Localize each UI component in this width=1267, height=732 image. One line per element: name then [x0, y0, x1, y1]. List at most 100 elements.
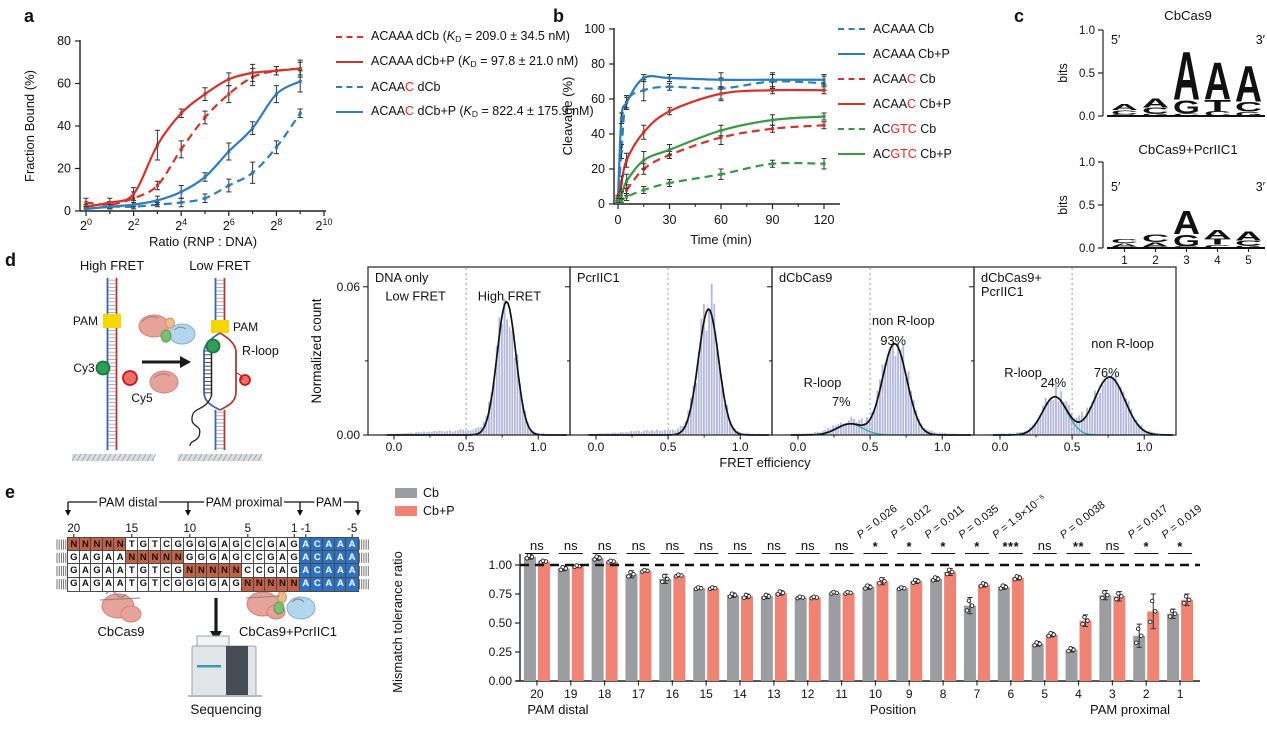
replicate-dot	[1149, 598, 1155, 604]
seq-cell: A	[334, 537, 347, 552]
surface-hatch	[121, 453, 127, 462]
legend-text-segment: = 97.8 ± 21.0 nM)	[476, 54, 579, 68]
hist-bar	[612, 432, 614, 435]
data-point	[667, 85, 672, 89]
seq-cell: N	[194, 563, 208, 579]
hist-bar	[526, 422, 529, 435]
data-point	[624, 195, 629, 199]
reaction-arrow-head	[180, 356, 191, 368]
panel-b-legend: ACAAA Cb ACAAA Cb+P ACAAC Cb ACAAC Cb+P ACGT…	[838, 16, 952, 166]
replicate-dot	[1114, 596, 1119, 602]
data-point	[719, 172, 723, 176]
hist-bar	[1083, 416, 1086, 435]
hist-annotation: non R-loop	[1091, 336, 1154, 351]
hist-bar	[930, 430, 933, 435]
hist-bar	[1052, 400, 1055, 435]
legend-swatch	[336, 35, 363, 38]
series-acaaa-cb-p	[615, 72, 827, 201]
x-tick-label: 90	[766, 213, 780, 227]
hist-bar	[619, 432, 622, 435]
seq-cell: C	[160, 537, 173, 552]
x-tick-label: 8	[940, 687, 947, 701]
logo-letter-C: C	[1173, 246, 1200, 249]
replicate-dot	[526, 553, 532, 558]
x-tick-label: 3	[1109, 687, 1116, 701]
hist-bar	[516, 354, 519, 435]
legend-label: ACAAC Cb+P	[873, 97, 951, 111]
legend-label: ACAAC Cb	[873, 72, 936, 86]
data-point	[227, 183, 231, 188]
rloop-right-strand	[219, 332, 237, 411]
hist-bar	[1127, 400, 1130, 435]
replicate-dot	[797, 594, 802, 600]
hist-bar	[653, 431, 656, 435]
bar-cbp	[571, 566, 584, 681]
logo-letter-A: A	[1173, 206, 1200, 242]
surface-hatch	[146, 453, 152, 462]
base: 2	[128, 219, 135, 233]
series-acgtc-cb-p	[615, 112, 827, 203]
y-tick-label: 0.00	[337, 428, 361, 442]
data-point	[770, 88, 775, 92]
three-prime-label: 3′	[1256, 180, 1266, 194]
hist-bar	[860, 418, 863, 435]
panel-frame	[569, 266, 773, 436]
bar-cb	[625, 574, 638, 681]
hist-bar	[472, 429, 475, 435]
legend-swatch	[395, 506, 417, 516]
seq-cell: N	[113, 537, 127, 552]
hist-bar	[715, 342, 718, 435]
bar-group-pos-16: 16 ns	[659, 538, 686, 701]
hist-bar	[1125, 398, 1127, 435]
seq-cell: C	[252, 550, 266, 566]
hist-bar	[728, 420, 731, 435]
grna-tail	[189, 395, 213, 447]
star-marker: *	[873, 539, 879, 554]
seq-cell: A	[78, 576, 92, 592]
data-point	[619, 116, 624, 120]
seq-cell: G	[90, 563, 104, 579]
seq-cell: T	[125, 563, 139, 579]
base: 2	[316, 219, 323, 233]
seq-cell: T	[148, 576, 162, 592]
seq-cell: G	[287, 537, 301, 552]
seq-cell: G	[206, 537, 220, 552]
surface-hatch	[257, 453, 263, 462]
data-point	[642, 158, 646, 162]
bar-cb	[727, 595, 740, 681]
star-marker: **	[1073, 539, 1085, 554]
position-number: -5	[347, 523, 357, 535]
x-tick-label: 2	[1152, 255, 1158, 267]
logo-letter-G: G	[1111, 246, 1138, 249]
hist-bar	[529, 428, 532, 435]
bar-cb	[760, 596, 773, 681]
cleavage-kinetics-chart: 0 20 40 60 80 100 0 30 60 90 120 Cleavage (%) Time (…	[560, 22, 840, 247]
hist-bar	[1055, 382, 1057, 435]
y-tick-label: 60	[57, 77, 71, 91]
hist-bar	[1036, 420, 1039, 435]
legend-swatch	[336, 85, 363, 88]
legend-swatch	[838, 52, 865, 55]
bar-cbp	[1079, 620, 1092, 681]
y-tick-label: 80	[57, 34, 71, 48]
hist-bar	[850, 416, 853, 435]
data-point	[642, 130, 646, 134]
bar-cbp	[707, 588, 720, 681]
hist-bar	[645, 430, 648, 435]
bar-group-pos-11: 11 ns	[828, 538, 855, 701]
replicate-dot	[574, 563, 580, 568]
seq-cell: N	[287, 576, 301, 592]
legend-text-segment: ACAA	[873, 71, 908, 86]
replicate-dot	[626, 574, 631, 579]
logo-letter-G: G	[1173, 96, 1200, 117]
legend-entry: ACAAA Cb+P	[838, 41, 952, 66]
data-point	[619, 149, 624, 154]
hist-bar	[436, 431, 438, 435]
hist-bar	[511, 330, 514, 435]
data-point	[624, 158, 629, 162]
replicate-dot	[811, 594, 816, 600]
x-tick-label: 0.5	[1064, 440, 1081, 454]
hist-bar	[679, 425, 682, 435]
hist-bar	[1057, 401, 1060, 435]
hist-bar	[718, 366, 721, 435]
